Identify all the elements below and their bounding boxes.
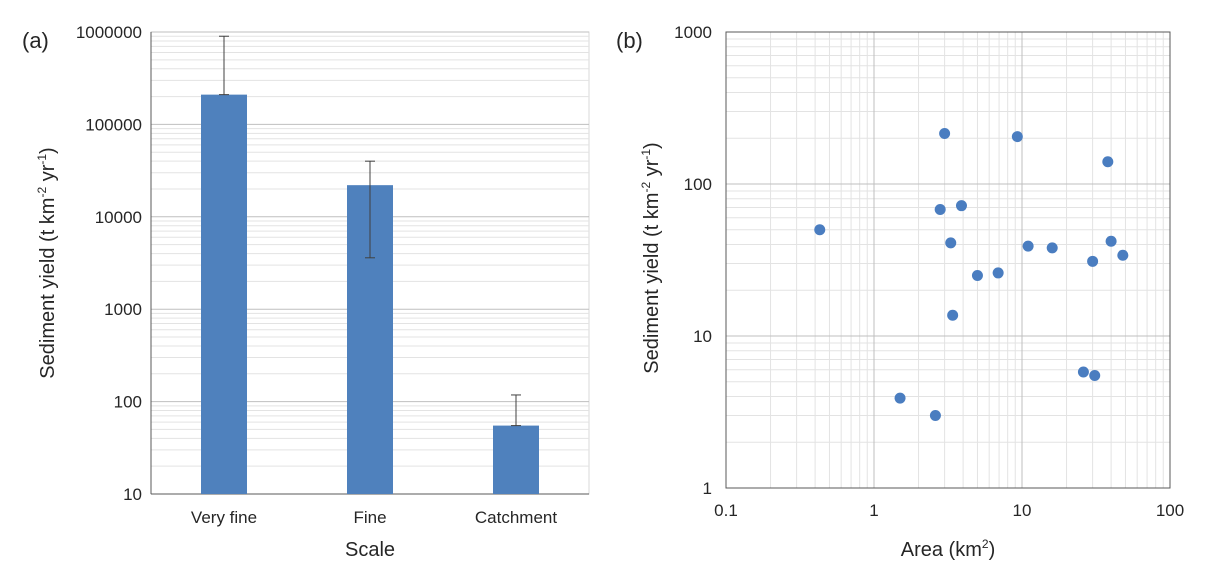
data-point	[1102, 156, 1114, 168]
y-tick-label: 100	[684, 175, 712, 194]
data-point	[1117, 249, 1129, 261]
x-tick-label: 0.1	[714, 501, 738, 520]
y-axis-title: Sediment yield (t km-2 yr-1)	[639, 142, 663, 373]
panel-label: (b)	[616, 28, 643, 53]
x-tick-label: 1	[869, 501, 878, 520]
x-tick-label: Fine	[353, 508, 386, 527]
data-point	[1046, 242, 1058, 254]
panel-label: (a)	[22, 28, 49, 53]
plot-area	[726, 32, 1170, 488]
data-point	[992, 267, 1004, 279]
data-point	[945, 237, 957, 249]
y-tick-label: 1000	[104, 300, 142, 319]
data-point	[1105, 235, 1117, 247]
data-point	[955, 200, 967, 212]
data-point	[1077, 366, 1089, 378]
x-tick-label: Catchment	[475, 508, 557, 527]
bar	[493, 425, 539, 494]
data-point	[1089, 369, 1101, 381]
data-point	[1011, 131, 1023, 143]
data-point	[947, 309, 959, 321]
data-point	[894, 392, 906, 404]
y-tick-label: 10	[693, 327, 712, 346]
bar	[201, 94, 247, 494]
bar-chart-panel-a: 10 100 1000 10000 100000 1000000 Very fine Fine…	[22, 23, 590, 561]
y-tick-label: 1000000	[76, 23, 142, 42]
data-point	[1022, 240, 1034, 252]
y-tick-label: 10	[123, 485, 142, 504]
y-tick-label: 10000	[95, 208, 142, 227]
y-axis-title: Sediment yield (t km-2 yr-1)	[35, 147, 59, 378]
x-axis-title: Scale	[345, 539, 395, 561]
y-tick-label: 100000	[85, 115, 142, 134]
y-tick-label: 1000	[674, 23, 712, 42]
plot-frame	[725, 31, 1171, 489]
data-point	[971, 270, 983, 282]
data-point	[934, 203, 946, 215]
data-point	[1087, 255, 1099, 267]
x-axis-title: Area (km2)	[901, 537, 995, 561]
data-point	[929, 409, 941, 421]
y-tick-label: 100	[114, 393, 142, 412]
x-tick-label: Very fine	[191, 508, 257, 527]
y-tick-label: 1	[703, 479, 712, 498]
x-tick-label: 10	[1013, 501, 1032, 520]
x-tick-label: 100	[1156, 501, 1184, 520]
data-point	[814, 224, 826, 236]
data-point	[939, 127, 951, 139]
